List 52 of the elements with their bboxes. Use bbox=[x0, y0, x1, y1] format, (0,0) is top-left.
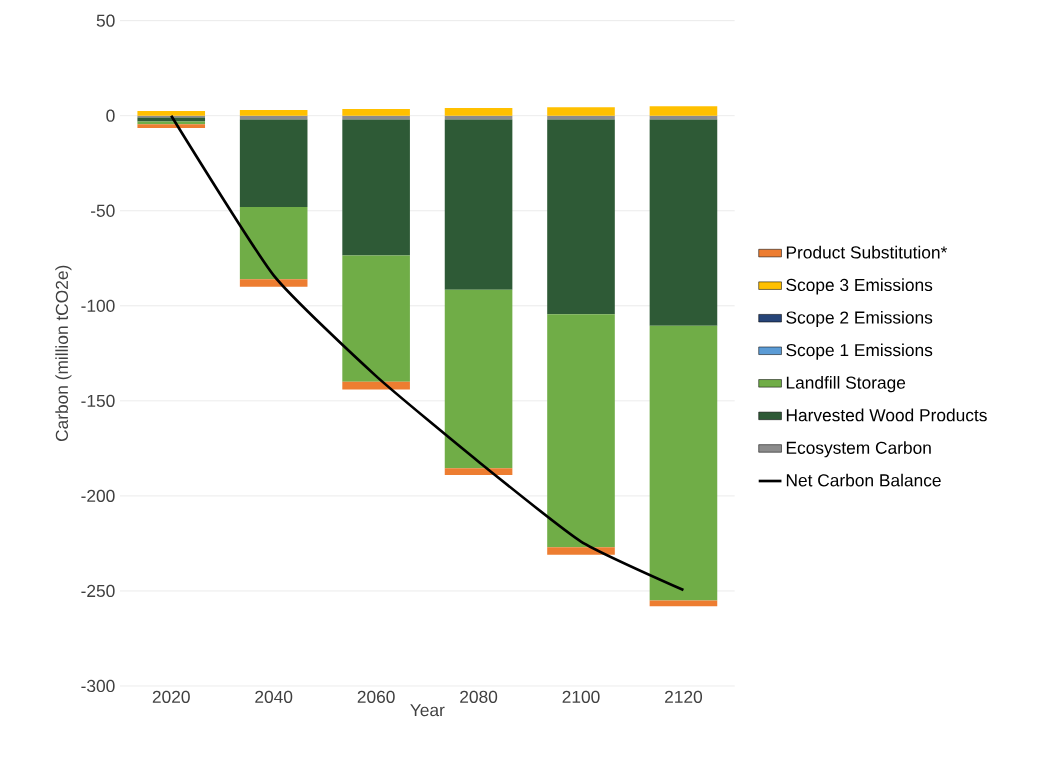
bar bbox=[444, 115, 513, 120]
y-tick-label: -300 bbox=[81, 679, 115, 693]
bar bbox=[239, 279, 308, 287]
bar bbox=[649, 106, 718, 116]
bar bbox=[444, 468, 513, 475]
bar bbox=[342, 255, 410, 382]
bar bbox=[444, 108, 513, 116]
bar bbox=[547, 115, 615, 120]
y-tick-label: -50 bbox=[91, 204, 115, 217]
y-tick-label: -150 bbox=[81, 394, 115, 407]
legend-label: Scope 1 Emissions bbox=[786, 343, 933, 360]
x-tick-label: 2060 bbox=[357, 690, 395, 703]
bar bbox=[444, 119, 513, 290]
bar bbox=[342, 115, 410, 120]
y-tick-label: 50 bbox=[96, 14, 115, 27]
y-tick-label: -100 bbox=[81, 299, 115, 312]
legend-label: Scope 2 Emissions bbox=[786, 310, 933, 328]
bar bbox=[649, 119, 718, 326]
bar bbox=[649, 600, 718, 607]
bar bbox=[239, 206, 308, 280]
bar bbox=[239, 115, 308, 120]
bar bbox=[137, 124, 206, 129]
bar bbox=[547, 119, 615, 315]
legend-label: Harvested Wood Products bbox=[786, 408, 987, 422]
x-tick-label: 2040 bbox=[255, 690, 293, 703]
y-tick-label: -200 bbox=[81, 489, 115, 503]
x-tick-label: 2020 bbox=[152, 690, 190, 703]
bar bbox=[239, 110, 308, 116]
x-tick-label: 2080 bbox=[460, 690, 498, 703]
bar bbox=[547, 547, 615, 555]
x-tick-label: 2100 bbox=[562, 690, 600, 703]
bar bbox=[137, 110, 206, 116]
legend-label: Landfill Storage bbox=[786, 376, 906, 393]
bar bbox=[342, 109, 410, 116]
line-series bbox=[169, 114, 685, 592]
bar bbox=[547, 107, 615, 116]
y-tick-label: 0 bbox=[106, 109, 115, 122]
bar bbox=[649, 115, 718, 120]
bar bbox=[137, 121, 206, 125]
y-tick-label: -250 bbox=[81, 584, 115, 598]
legend-label: Ecosystem Carbon bbox=[786, 441, 931, 458]
bar bbox=[444, 289, 513, 469]
x-tick-label: 2120 bbox=[665, 690, 703, 703]
legend-label: Scope 3 Emissions bbox=[786, 278, 933, 295]
legend-label: Product Substitution* bbox=[786, 245, 948, 259]
bar bbox=[649, 325, 718, 601]
y-axis-title: Carbon (million tCO2e) bbox=[55, 265, 72, 442]
legend-label: Net Carbon Balance bbox=[786, 473, 941, 487]
bar bbox=[547, 314, 615, 548]
bar bbox=[239, 119, 308, 207]
bar bbox=[342, 119, 410, 256]
x-axis-title: Year bbox=[410, 704, 445, 717]
